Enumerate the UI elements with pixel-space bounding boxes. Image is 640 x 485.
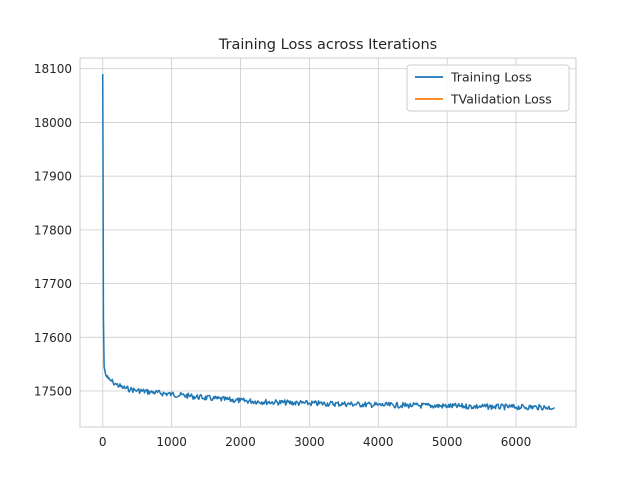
y-tick-label: 18100 xyxy=(34,62,72,76)
y-tick-label: 18000 xyxy=(34,116,72,130)
y-tick-label: 17800 xyxy=(34,223,72,237)
x-tick-label: 0 xyxy=(99,435,107,449)
x-tick-label: 1000 xyxy=(156,435,187,449)
legend-label: TValidation Loss xyxy=(450,92,552,107)
x-tick-label: 6000 xyxy=(501,435,532,449)
legend-box xyxy=(406,64,570,112)
chart-title: Training Loss across Iterations xyxy=(218,37,437,53)
x-tick-label: 4000 xyxy=(363,435,394,449)
x-tick-label: 5000 xyxy=(432,435,463,449)
legend: Training Loss TValidation Loss xyxy=(406,64,570,112)
y-tick-label: 17900 xyxy=(34,170,72,184)
series-line-training-loss xyxy=(101,74,556,411)
x-tick-label: 2000 xyxy=(225,435,256,449)
x-tick-label: 3000 xyxy=(294,435,325,449)
y-tick-label: 17700 xyxy=(34,277,72,291)
y-tick-label: 17500 xyxy=(34,385,72,399)
plot-area: 0 1000 2000 3000 4000 5000 6000 17500 17600 17700… xyxy=(34,57,577,449)
plot-frame xyxy=(79,57,577,428)
legend-label: Training Loss xyxy=(450,70,532,85)
y-tick-label: 17600 xyxy=(34,331,72,345)
